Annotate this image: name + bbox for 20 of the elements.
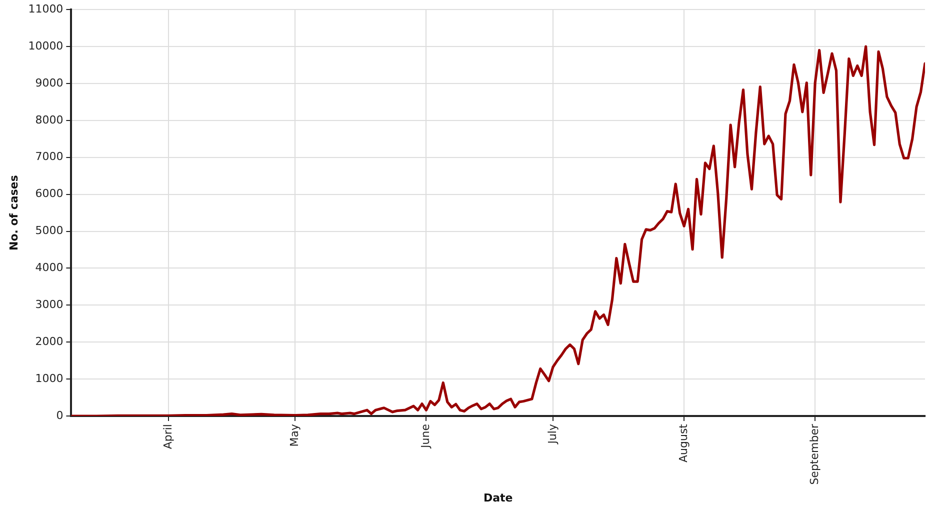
x-axis-title: Date <box>483 491 513 504</box>
x-tick-label: April <box>161 424 174 450</box>
y-tick-label: 8000 <box>35 113 64 126</box>
y-tick-label: 1000 <box>35 372 64 385</box>
x-tick-label: September <box>808 424 821 485</box>
y-tick-label: 5000 <box>35 224 64 238</box>
y-tick-label: 10000 <box>28 39 64 52</box>
y-tick-label: 3000 <box>35 298 64 312</box>
y-tick-label: 11000 <box>28 2 64 16</box>
x-tick-label: May <box>288 424 302 447</box>
x-tick-label: August <box>676 423 690 462</box>
y-tick-label: 2000 <box>35 334 64 348</box>
x-tick-label: June <box>419 424 432 449</box>
y-tick-label: 7000 <box>35 150 64 164</box>
x-tick-label: July <box>546 424 559 445</box>
y-tick-label: 6000 <box>35 187 64 200</box>
y-tick-label: 4000 <box>35 261 64 274</box>
y-tick-label: 0 <box>56 408 64 422</box>
y-tick-label: 9000 <box>35 76 64 90</box>
y-axis-title: No. of cases <box>7 174 20 251</box>
